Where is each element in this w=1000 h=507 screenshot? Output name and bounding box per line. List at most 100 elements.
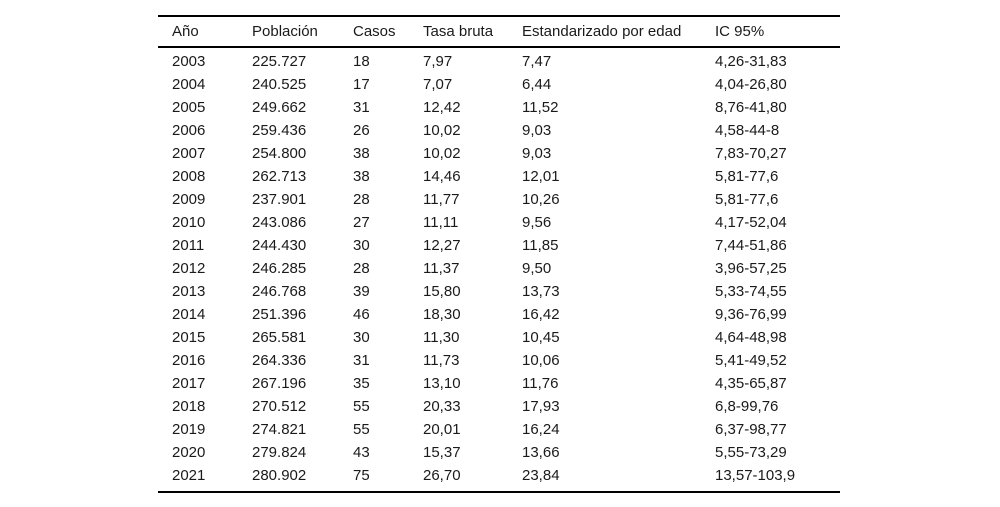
table-cell: 246.285 <box>252 260 307 277</box>
table-cell: 4,35-65,87 <box>715 375 787 392</box>
table-cell: 2018 <box>172 398 206 415</box>
table-cell: 7,44-51,86 <box>715 237 787 254</box>
table-cell: 14,46 <box>423 168 461 185</box>
table-cell: 38 <box>353 145 370 162</box>
table-cell: 2012 <box>172 260 206 277</box>
table-cell: 2017 <box>172 375 206 392</box>
table-cell: 11,30 <box>423 329 460 346</box>
table-cell: 11,37 <box>423 260 460 277</box>
table-cell: 2016 <box>172 352 206 369</box>
table-cell: 262.713 <box>252 168 307 185</box>
table-cell: 2015 <box>172 329 206 346</box>
table-cell: 18,30 <box>423 306 461 323</box>
table-cell: 17 <box>353 76 370 93</box>
table-cell: 5,55-73,29 <box>715 444 787 461</box>
table-cell: 27 <box>353 214 370 231</box>
table-cell: 2020 <box>172 444 206 461</box>
table-cell: 259.436 <box>252 122 307 139</box>
table-cell: 16,42 <box>522 306 560 323</box>
table-cell: 75 <box>353 467 370 484</box>
table-cell: 13,57-103,9 <box>715 467 796 484</box>
table-cell: 30 <box>353 329 370 346</box>
table-cell: 26,70 <box>423 467 461 484</box>
table-cell: 2013 <box>172 283 206 300</box>
table-row: 2020 279.824 43 15,37 13,66 5,55-73,29 <box>158 441 840 464</box>
table-cell: 280.902 <box>252 467 307 484</box>
table-cell: 16,24 <box>522 421 560 438</box>
table-cell: 4,17-52,04 <box>715 214 787 231</box>
table-cell: 12,27 <box>423 237 461 254</box>
table-cell: 6,37-98,77 <box>715 421 787 438</box>
table-cell: 7,97 <box>423 53 453 70</box>
table-cell: 279.824 <box>252 444 307 461</box>
table-cell: 2011 <box>172 237 205 254</box>
table-cell: 254.800 <box>252 145 307 162</box>
table-cell: 2005 <box>172 99 206 116</box>
table-cell: 13,73 <box>522 283 560 300</box>
table-cell: 39 <box>353 283 370 300</box>
table-cell: 12,01 <box>522 168 560 185</box>
table-cell: 13,66 <box>522 444 560 461</box>
table-cell: 10,26 <box>522 191 560 208</box>
table-cell: 18 <box>353 53 370 70</box>
table-row: 2009 237.901 28 11,77 10,26 5,81-77,6 <box>158 188 840 211</box>
table-cell: 15,80 <box>423 283 461 300</box>
table-row: 2016 264.336 31 11,73 10,06 5,41-49,52 <box>158 349 840 372</box>
table-body: 2003 225.727 18 7,97 7,47 4,26-31,83 2004 240.5… <box>158 47 840 492</box>
table-cell: 9,36-76,99 <box>715 306 787 323</box>
table-cell: 46 <box>353 306 370 323</box>
table-row: 2017 267.196 35 13,10 11,76 4,35-65,87 <box>158 372 840 395</box>
column-header-ic-95: IC 95% <box>715 23 765 40</box>
table-cell: 28 <box>353 191 370 208</box>
table-cell: 11,73 <box>423 352 460 369</box>
table-cell: 31 <box>353 99 370 116</box>
table-cell: 11,11 <box>423 214 459 231</box>
table-row: 2021 280.902 75 26,70 23,84 13,57-103,9 <box>158 464 840 492</box>
table-cell: 265.581 <box>252 329 307 346</box>
table-cell: 4,58-44-8 <box>715 122 780 139</box>
table-cell: 10,06 <box>522 352 560 369</box>
table-cell: 2009 <box>172 191 206 208</box>
table-cell: 55 <box>353 421 370 438</box>
table-cell: 264.336 <box>252 352 307 369</box>
table-cell: 9,56 <box>522 214 552 231</box>
table-row: 2010 243.086 27 11,11 9,56 4,17-52,04 <box>158 211 840 234</box>
table-cell: 28 <box>353 260 370 277</box>
table-cell: 243.086 <box>252 214 307 231</box>
table-cell: 10,45 <box>522 329 560 346</box>
table-cell: 5,81-77,6 <box>715 191 779 208</box>
table-cell: 43 <box>353 444 370 461</box>
table-cell: 2010 <box>172 214 206 231</box>
table-cell: 35 <box>353 375 370 392</box>
table-row: 2006 259.436 26 10,02 9,03 4,58-44-8 <box>158 119 840 142</box>
table-cell: 270.512 <box>252 398 307 415</box>
header-row: Año Población Casos Tasa bruta Estandari… <box>158 16 840 47</box>
table-row: 2003 225.727 18 7,97 7,47 4,26-31,83 <box>158 47 840 73</box>
table-row: 2014 251.396 46 18,30 16,42 9,36-76,99 <box>158 303 840 326</box>
table-cell: 225.727 <box>252 53 307 70</box>
table-row: 2012 246.285 28 11,37 9,50 3,96-57,25 <box>158 257 840 280</box>
table-cell: 3,96-57,25 <box>715 260 787 277</box>
table-cell: 8,76-41,80 <box>715 99 787 116</box>
table-cell: 9,03 <box>522 122 552 139</box>
table-row: 2004 240.525 17 7,07 6,44 4,04-26,80 <box>158 73 840 96</box>
column-header-casos: Casos <box>353 23 396 40</box>
table-cell: 23,84 <box>522 467 560 484</box>
table-cell: 2021 <box>172 467 206 484</box>
table-cell: 31 <box>353 352 370 369</box>
table-cell: 4,26-31,83 <box>715 53 787 70</box>
table-cell: 2019 <box>172 421 206 438</box>
table-cell: 11,76 <box>522 375 559 392</box>
table-cell: 11,85 <box>522 237 559 254</box>
table-cell: 249.662 <box>252 99 307 116</box>
table-row: 2005 249.662 31 12,42 11,52 8,76-41,80 <box>158 96 840 119</box>
table-cell: 2007 <box>172 145 206 162</box>
table-cell: 12,42 <box>423 99 461 116</box>
table-row: 2015 265.581 30 11,30 10,45 4,64-48,98 <box>158 326 840 349</box>
table-cell: 26 <box>353 122 370 139</box>
table-cell: 237.901 <box>252 191 307 208</box>
table-cell: 9,50 <box>522 260 552 277</box>
table-cell: 246.768 <box>252 283 307 300</box>
table-cell: 267.196 <box>252 375 307 392</box>
table-cell: 7,47 <box>522 53 552 70</box>
